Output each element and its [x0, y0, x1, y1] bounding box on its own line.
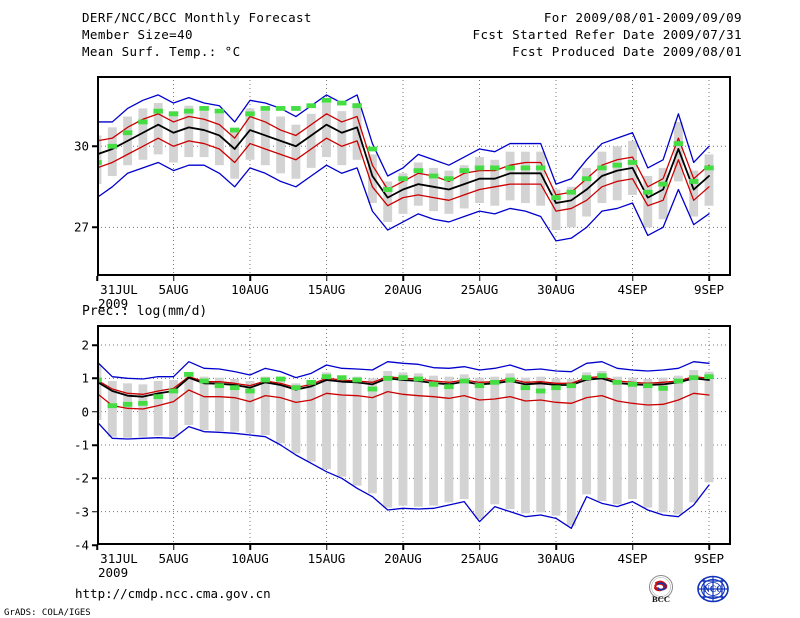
x-axis-tick [402, 545, 404, 550]
x-axis-tick [325, 545, 328, 550]
y-axis-label: 30 [73, 138, 89, 154]
x-axis-tick [631, 545, 634, 550]
y-axis-label: 1 [81, 370, 89, 386]
precipitation-caption: Prec.: log(mm/d) [82, 304, 208, 319]
grads-credit: GrADS: COLA/IGES [4, 608, 91, 618]
y-axis-label: 0 [81, 404, 89, 420]
y-axis-tick [92, 377, 97, 380]
temperature-chart-panel [97, 76, 731, 276]
svg-text:NCC: NCC [703, 584, 723, 594]
x-axis-label: 5AUG [158, 282, 189, 297]
x-axis-tick [402, 276, 404, 281]
forecast-refer-date-label: Fcst Started Refer Date 2009/07/31 [472, 27, 742, 42]
agency-logos: BCC NCC [638, 574, 744, 606]
x-axis-label: 9SEP [693, 282, 725, 297]
y-axis-label: -3 [73, 504, 89, 520]
svg-text:BCC: BCC [652, 594, 670, 604]
x-axis-label: 20AUG [384, 551, 422, 566]
x-axis-label: 15AUG [307, 551, 346, 566]
x-axis-label: 15AUG [307, 282, 346, 297]
x-axis-tick [708, 276, 710, 281]
x-axis-label: 31JUL [100, 551, 138, 566]
y-axis-tick [92, 477, 97, 480]
x-axis-tick [249, 545, 251, 550]
forecast-period-label: For 2009/08/01-2009/09/09 [543, 10, 742, 25]
x-axis-label: 10AUG [231, 282, 269, 297]
y-axis-label: 2 [81, 337, 89, 353]
member-size-label: Member Size=40 [82, 27, 193, 42]
x-axis-label: 9SEP [693, 551, 725, 566]
y-axis-label: 27 [73, 219, 89, 235]
x-axis-label: 25AUG [460, 551, 499, 566]
ncc-logo: NCC [690, 574, 736, 606]
precipitation-plot-frame [97, 325, 731, 545]
bcc-logo: BCC [638, 574, 684, 606]
x-axis-tick [708, 545, 710, 550]
x-axis-label: 20AUG [384, 282, 422, 297]
x-axis-label: 5AUG [158, 551, 189, 566]
x-axis-tick [555, 545, 557, 550]
y-axis-label: -1 [73, 437, 89, 453]
y-axis-tick [92, 145, 97, 148]
x-axis-label: 4SEP [617, 282, 648, 297]
x-axis-tick [631, 276, 634, 281]
y-axis-tick [92, 444, 97, 446]
y-axis-tick [92, 226, 97, 229]
forecast-produced-date-label: Fcst Produced Date 2009/08/01 [512, 44, 742, 59]
precipitation-plot-area [97, 325, 731, 545]
y-axis-tick [92, 344, 97, 346]
temperature-plot-frame [97, 76, 731, 276]
y-axis-tick [92, 510, 97, 513]
y-axis-label: -2 [73, 470, 89, 486]
y-axis-tick [92, 544, 97, 546]
temperature-plot-area [97, 76, 731, 276]
x-axis-label: 31JUL [100, 282, 138, 297]
x-axis-tick [478, 276, 481, 281]
x-axis-tick [96, 276, 98, 281]
y-axis-label: -4 [73, 537, 89, 553]
x-axis-tick [478, 545, 481, 550]
x-axis-label: 25AUG [460, 282, 499, 297]
x-axis-tick [172, 545, 175, 550]
temperature-units-label: Mean Surf. Temp.: °C [82, 44, 241, 59]
x-axis-tick [172, 276, 175, 281]
website-url[interactable]: http://cmdp.ncc.cma.gov.cn [75, 586, 271, 601]
x-axis-label: 4SEP [617, 551, 648, 566]
x-axis-tick [96, 545, 98, 550]
x-axis-label: 10AUG [231, 551, 269, 566]
chart-title: DERF/NCC/BCC Monthly Forecast [82, 10, 312, 25]
x-axis-label: 30AUG [537, 282, 575, 297]
x-axis-year-label: 2009 [98, 296, 129, 311]
x-axis-tick [555, 276, 557, 281]
y-axis-tick [92, 410, 97, 413]
precipitation-chart-panel [97, 325, 731, 545]
x-axis-tick [325, 276, 328, 281]
x-axis-tick [249, 276, 251, 281]
x-axis-year-label: 2009 [98, 565, 129, 580]
x-axis-label: 30AUG [537, 551, 575, 566]
